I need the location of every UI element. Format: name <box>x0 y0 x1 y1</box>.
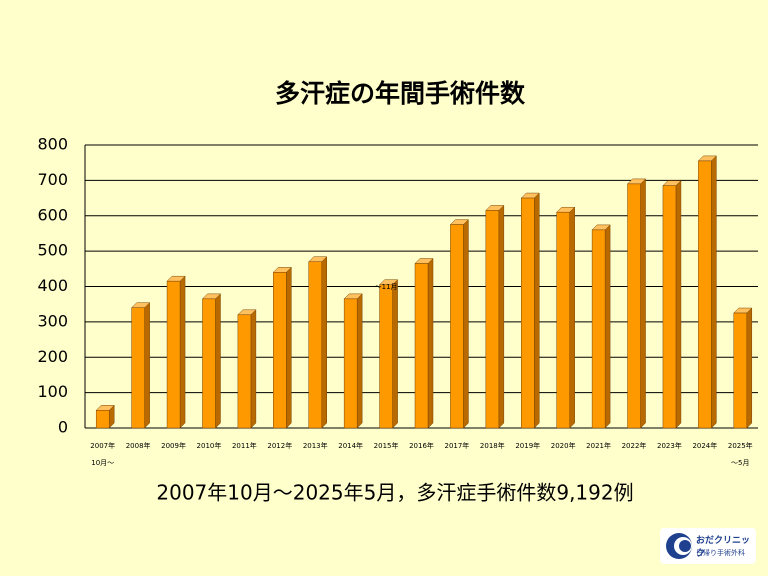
bar-front <box>308 261 322 429</box>
bar-front <box>202 298 216 429</box>
bar <box>520 192 540 429</box>
bar-front <box>237 314 252 429</box>
bar-front <box>166 280 181 429</box>
x-tick-label: 2020年 <box>550 442 576 450</box>
bar-side <box>392 279 398 429</box>
x-tick-label: 2012年 <box>267 442 293 450</box>
bar-front <box>379 284 393 429</box>
logo: おだクリニック 日帰り手術外科 <box>660 528 756 564</box>
bar-side <box>746 307 753 429</box>
annotation: ～11月 <box>375 283 398 291</box>
bar-side <box>569 206 575 429</box>
x-tick-label: 2018年 <box>479 442 505 450</box>
bar <box>378 279 399 429</box>
logo-tagline: 日帰り手術外科 <box>696 549 745 557</box>
x-tick-label: 2010年 <box>196 442 222 450</box>
x-tick-label: 2022年 <box>621 442 647 450</box>
bar <box>237 309 257 429</box>
bar <box>272 266 292 429</box>
bar-side <box>356 293 363 429</box>
bar-front <box>450 224 464 429</box>
bar-side <box>286 266 292 429</box>
x-tick-label: 2008年 <box>125 442 151 450</box>
bar <box>591 224 611 429</box>
bar-front <box>733 312 748 429</box>
x-tick-label: 2021年 <box>586 442 611 450</box>
y-tick-label: 600 <box>37 205 68 224</box>
bar-side <box>640 178 646 429</box>
y-tick-label: 500 <box>37 241 68 260</box>
y-tick-label: 300 <box>37 311 68 330</box>
bar-front <box>343 298 358 429</box>
bar <box>697 155 717 429</box>
x-tick-label: 2007年 10月～ <box>90 442 116 467</box>
bar-side <box>534 192 540 429</box>
bar-front <box>485 210 500 429</box>
bar <box>201 293 222 429</box>
logo-name: おだクリニック <box>696 536 751 559</box>
bar-side <box>179 275 186 429</box>
bar <box>95 404 115 429</box>
x-tick-label: 2024年 <box>692 442 718 450</box>
chart-subtitle: 2007年10月～2025年5月，多汗症手術件数9,192例 <box>156 481 633 505</box>
bar <box>414 257 434 429</box>
bar <box>166 275 186 429</box>
bar-front <box>521 197 535 429</box>
x-tick-label: 2014年 <box>338 442 364 450</box>
y-tick-label: 700 <box>37 170 68 189</box>
bar-front <box>131 307 145 429</box>
y-tick-label: 800 <box>37 135 68 154</box>
bar <box>343 293 363 429</box>
bar-front <box>556 211 570 429</box>
y-tick-label: 0 <box>58 418 68 437</box>
x-tick-label: 2011年 <box>231 442 257 450</box>
bar-front <box>95 410 110 429</box>
x-tick-label: 2015年 <box>373 442 399 450</box>
logo-mark <box>666 533 692 559</box>
x-tick-label: 2025年 ～5月 <box>727 442 753 467</box>
bar <box>449 218 470 429</box>
bar-side <box>427 257 434 429</box>
bar-side <box>250 309 257 429</box>
bar <box>626 178 647 429</box>
x-tick-label: 2009年 <box>161 442 186 450</box>
bar-side <box>215 293 221 429</box>
x-tick-label: 2019年 <box>515 442 541 450</box>
x-tick-label: 2023年 <box>657 442 682 450</box>
chart-title: 多汗症の年間手術件数 <box>275 79 526 108</box>
bar <box>556 206 576 429</box>
x-tick-label: 2016年 <box>409 442 434 450</box>
bar-front <box>698 160 712 429</box>
bar <box>485 204 505 429</box>
y-tick-label: 100 <box>37 382 68 401</box>
bar <box>662 180 682 429</box>
bar-side <box>498 204 505 429</box>
bar-front <box>273 272 287 429</box>
bar-side <box>604 224 611 429</box>
x-tick-label: 2017年 <box>444 442 470 450</box>
bar-side <box>321 256 327 429</box>
bar-front <box>627 183 641 429</box>
bar-front <box>662 185 677 429</box>
bar-front <box>591 229 606 429</box>
bar-front <box>414 263 429 429</box>
bar <box>131 302 151 429</box>
y-tick-label: 400 <box>37 276 68 295</box>
bar <box>308 256 328 429</box>
y-tick-label: 200 <box>37 347 68 366</box>
x-tick-label: 2013年 <box>302 442 328 450</box>
bar-side <box>463 218 469 429</box>
bar-side <box>675 180 682 429</box>
bar <box>733 307 753 429</box>
bar-side <box>711 155 717 429</box>
bar-side <box>144 302 150 429</box>
